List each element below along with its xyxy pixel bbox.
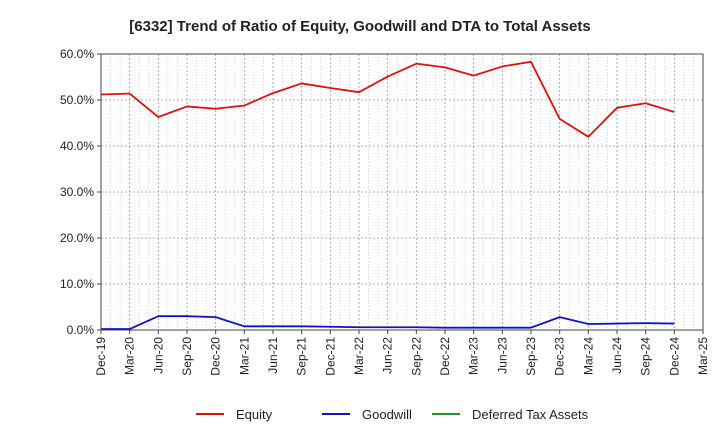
x-tick-label: Dec-19 (94, 337, 108, 376)
x-tick-label: Sep-24 (639, 337, 653, 376)
x-tick-label: Mar-23 (467, 337, 481, 375)
x-tick-label: Jun-23 (495, 337, 509, 374)
x-tick-label: Sep-21 (295, 337, 309, 376)
y-tick-label: 10.0% (60, 277, 94, 291)
x-tick-label: Sep-20 (180, 337, 194, 376)
x-tick-label: Jun-21 (266, 337, 280, 374)
x-tick-label: Dec-21 (323, 337, 337, 376)
y-tick-label: 50.0% (60, 93, 94, 107)
x-tick-label: Mar-24 (581, 337, 595, 375)
x-tick-label: Dec-24 (667, 337, 681, 376)
y-tick-label: 60.0% (60, 47, 94, 61)
y-tick-label: 20.0% (60, 231, 94, 245)
x-tick-label: Sep-22 (409, 337, 423, 376)
legend: Equity Goodwill Deferred Tax Assets (196, 407, 589, 422)
x-tick-label: Mar-22 (352, 337, 366, 375)
series-lines (100, 60, 675, 330)
chart-title: [6332] Trend of Ratio of Equity, Goodwil… (129, 18, 590, 35)
legend-label-deferred-tax-assets: Deferred Tax Assets (472, 407, 589, 422)
legend-label-equity: Equity (236, 407, 273, 422)
x-axis-ticks: Dec-19 Mar-20 Jun-20 Sep-20 Dec-20 Mar-21 Jun-… (94, 330, 710, 376)
x-tick-label: Mar-25 (696, 337, 710, 375)
x-tick-label: Mar-21 (237, 337, 251, 375)
x-tick-label: Jun-24 (610, 337, 624, 374)
y-tick-label: 40.0% (60, 139, 94, 153)
grid-lines (101, 54, 703, 330)
y-axis-ticks: 0.0% 10.0% 20.0% 30.0% 40.0% 50.0% 60.0% (60, 47, 101, 337)
x-tick-label: Sep-23 (524, 337, 538, 376)
x-tick-label: Mar-20 (123, 337, 137, 375)
series-line-goodwill (101, 315, 675, 330)
x-tick-label: Jun-22 (381, 337, 395, 374)
y-tick-label: 0.0% (67, 323, 95, 337)
x-tick-label: Dec-20 (209, 337, 223, 376)
legend-label-goodwill: Goodwill (362, 407, 412, 422)
y-tick-label: 30.0% (60, 185, 94, 199)
series-line-equity (100, 60, 675, 138)
x-tick-label: Dec-23 (553, 337, 567, 376)
x-tick-label: Dec-22 (438, 337, 452, 376)
x-tick-label: Jun-20 (151, 337, 165, 374)
